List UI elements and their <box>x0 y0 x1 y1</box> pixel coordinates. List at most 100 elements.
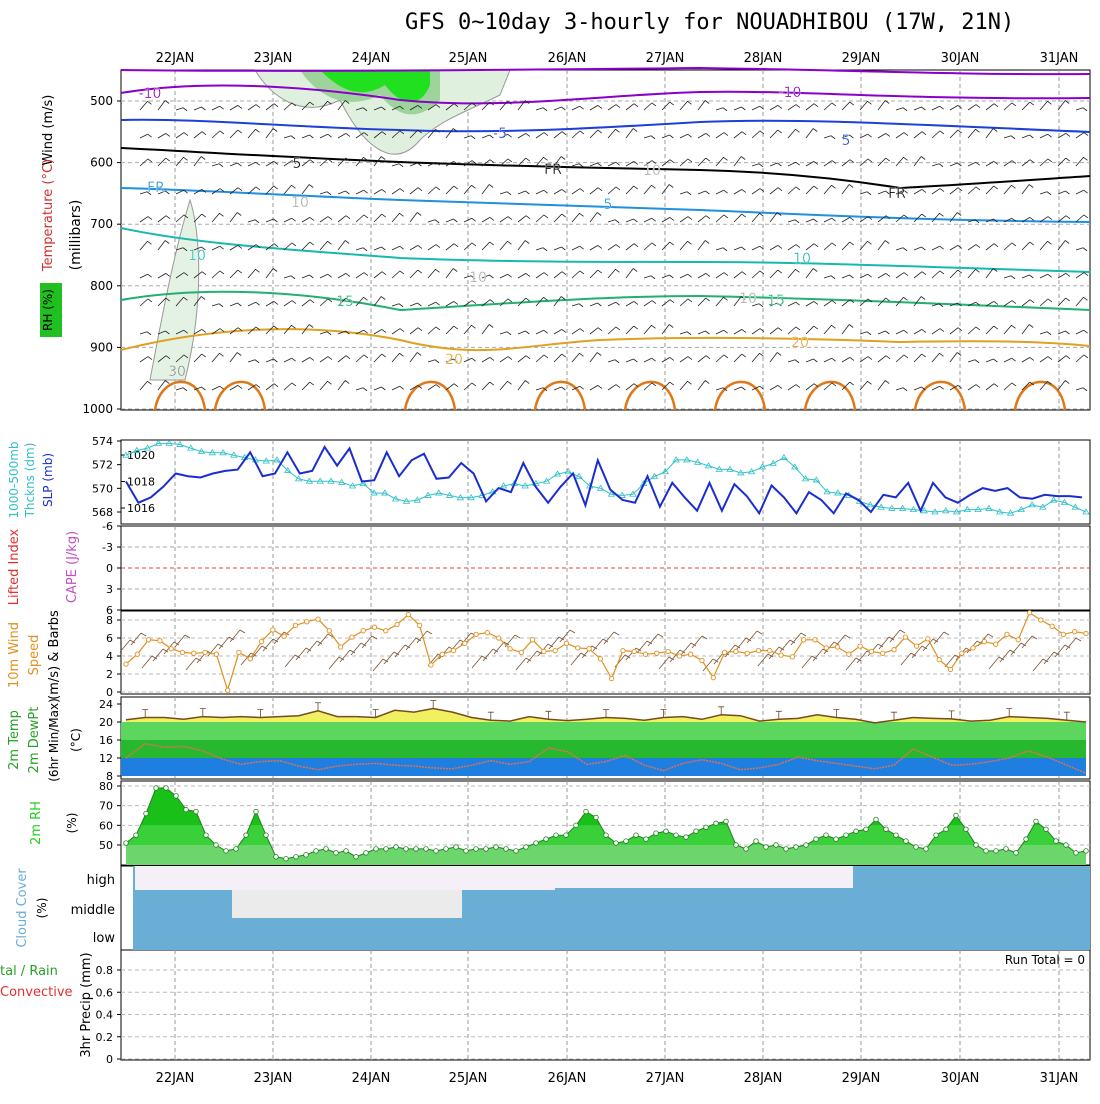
rh-point <box>333 850 339 856</box>
wind-barb <box>535 156 548 167</box>
wind-barb <box>175 272 189 279</box>
rh-point <box>373 846 379 852</box>
temp-minmax-bar <box>660 709 667 718</box>
rh-point <box>123 840 129 846</box>
wind-barb <box>643 217 656 223</box>
wind-barb <box>229 162 242 167</box>
wind-barb <box>193 106 206 111</box>
rh-point <box>633 832 639 838</box>
wind-barb <box>481 274 494 279</box>
wind-speed-point <box>868 648 875 655</box>
thickness-point <box>909 505 918 513</box>
wind-barb <box>247 186 261 195</box>
wind-barb <box>931 352 944 363</box>
li-tick-label: 0 <box>106 562 113 575</box>
thickness-point <box>661 467 670 475</box>
wind-barb <box>383 651 400 665</box>
thickness-point <box>942 507 950 514</box>
wind-barb <box>301 274 314 279</box>
wind-speed-point <box>970 645 976 651</box>
wind-barb <box>985 358 998 363</box>
wind-barb <box>769 105 783 111</box>
wind-barb <box>661 241 675 251</box>
contour-line <box>120 84 1091 105</box>
wind-barb <box>607 301 620 307</box>
rh-point <box>1043 826 1049 832</box>
wind-barb <box>985 301 999 307</box>
wind-speed-point <box>688 651 694 657</box>
wind-barb <box>283 382 297 391</box>
date-label-top: 30JAN <box>941 51 980 66</box>
wind-barb <box>625 268 638 279</box>
thickness-point <box>284 466 292 473</box>
wind-barb <box>211 352 224 363</box>
rh-point <box>803 842 809 848</box>
wind-barb <box>553 156 566 167</box>
wind-barb <box>1075 272 1089 279</box>
wind-barb <box>1003 300 1017 307</box>
wind-speed-point <box>484 629 491 636</box>
thickness-point <box>359 479 368 486</box>
wind-barb <box>319 298 333 307</box>
thickness-point <box>187 444 195 451</box>
wind-barb <box>193 329 207 335</box>
slp-line <box>125 445 1083 516</box>
wind-barb <box>409 245 423 251</box>
wind-barb <box>499 158 513 167</box>
wind-barb <box>463 357 476 363</box>
rh-point <box>443 846 449 852</box>
rh-point <box>873 816 879 823</box>
wind-barb <box>157 215 171 223</box>
wind-speed-point <box>789 654 796 660</box>
wind-speed-point <box>371 624 378 630</box>
wind-barb <box>515 657 532 671</box>
rh-area <box>126 788 1086 865</box>
wind-barb <box>463 184 476 195</box>
wind-barb <box>859 380 872 391</box>
wind-barb <box>553 246 566 251</box>
wind-tick-label: 0 <box>106 686 113 699</box>
wind-barb <box>733 271 747 279</box>
wind-barb <box>517 100 530 111</box>
wind-barb <box>427 104 441 111</box>
contour-line <box>803 380 857 411</box>
thickness-point <box>499 482 508 489</box>
wind-barb <box>895 156 908 167</box>
wind-barb <box>805 243 819 251</box>
wind-barb <box>445 243 459 251</box>
wind-barb <box>193 246 206 251</box>
rh-point <box>663 828 669 834</box>
thickness-point <box>435 489 443 496</box>
rh-point <box>673 832 679 838</box>
wind-barb <box>859 100 872 111</box>
wind-barb <box>589 385 603 391</box>
wind-barb <box>1039 380 1052 391</box>
rh-tick-label: 60 <box>99 819 113 832</box>
wind-barb <box>265 268 278 279</box>
wind-barb <box>769 212 782 223</box>
wind-barb <box>967 244 981 251</box>
wind-barb <box>679 356 693 363</box>
wind-barb <box>416 630 433 644</box>
wind-barb <box>463 160 477 167</box>
wind-barb <box>319 100 332 111</box>
wind-barb <box>409 105 423 111</box>
date-label-top: 29JAN <box>842 51 881 66</box>
thickness-point <box>726 465 734 472</box>
wind-barb <box>265 185 279 195</box>
temp-minmax-bar <box>891 711 897 721</box>
thickness-point <box>456 494 465 501</box>
wind-barb <box>1032 658 1049 672</box>
wind-barb <box>571 163 584 168</box>
wind-barb <box>895 354 909 363</box>
wind-barb <box>355 132 369 139</box>
wind-speed-point <box>383 628 389 634</box>
rh-point <box>273 854 279 860</box>
contour-line <box>120 118 1091 133</box>
thickness-point <box>197 447 206 455</box>
wind-barb <box>967 161 980 167</box>
thickness-point <box>143 444 152 451</box>
wind-barb <box>157 273 171 279</box>
thickness-point <box>672 456 680 463</box>
wind-barb <box>409 352 422 363</box>
